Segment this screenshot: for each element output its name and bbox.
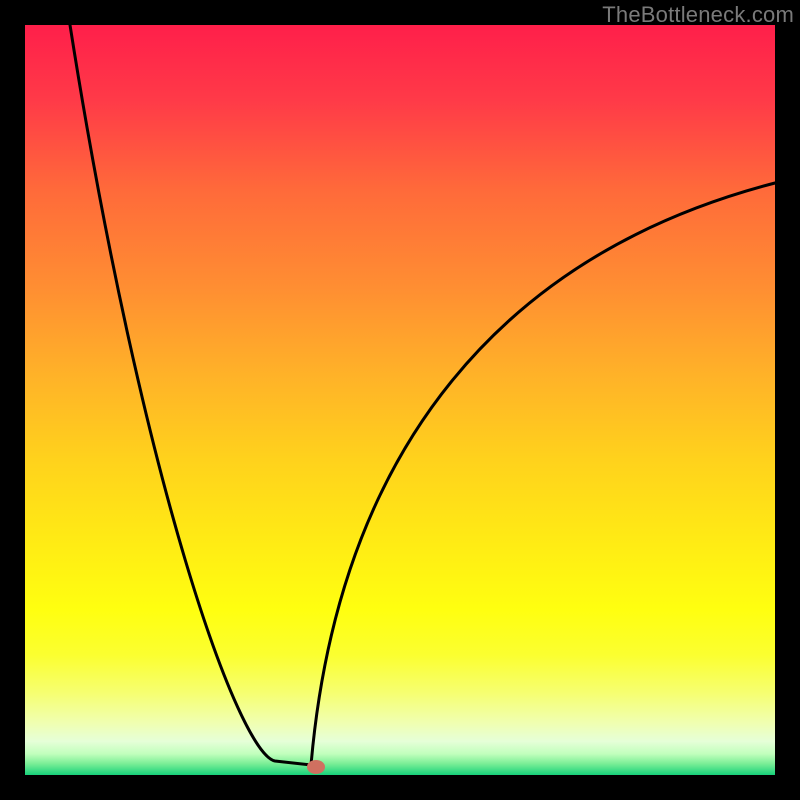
bottleneck-plot xyxy=(0,0,800,800)
optimal-point-marker xyxy=(307,760,325,774)
plot-background xyxy=(25,25,775,775)
chart-canvas: TheBottleneck.com xyxy=(0,0,800,800)
watermark-text: TheBottleneck.com xyxy=(602,2,794,28)
